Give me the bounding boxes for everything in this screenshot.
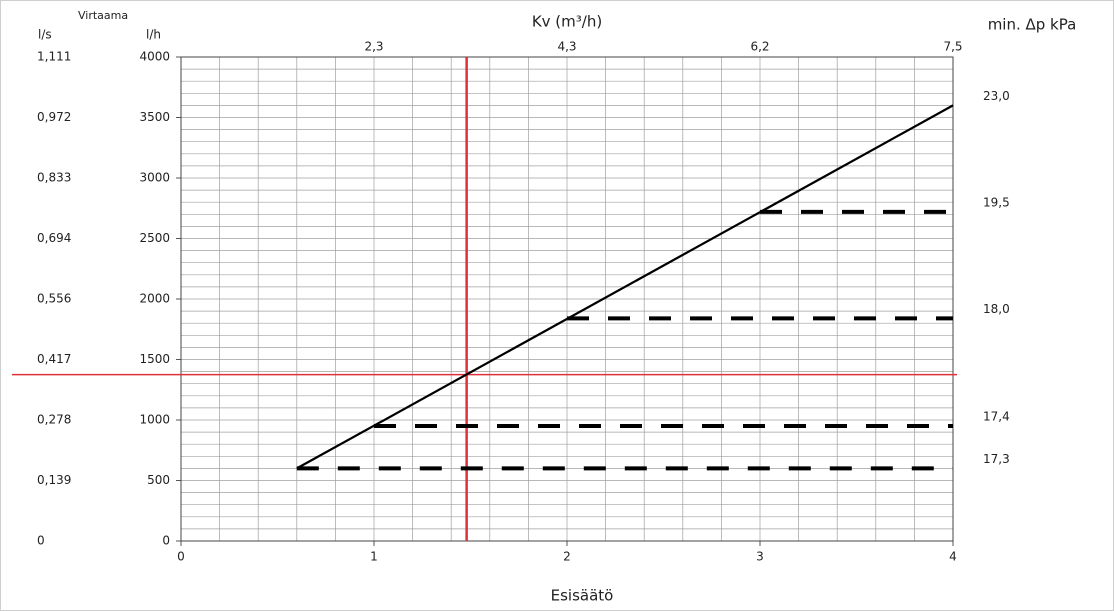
x-tick-label: 2 [563, 550, 571, 564]
y2-label: l/s [38, 28, 52, 42]
x-tick-label: 0 [177, 550, 185, 564]
y-tick-label: 1000 [139, 413, 170, 427]
y-label: l/h [146, 28, 161, 42]
y-tick-label: 4000 [139, 50, 170, 64]
x-tick-label: 4 [949, 550, 957, 564]
side-label: Virtaama [78, 9, 128, 22]
dp-label: 18,0 [983, 302, 1010, 316]
top-axis-label: Kv (m³/h) [532, 13, 602, 31]
y-tick-label: 3000 [139, 171, 170, 185]
y2-tick-label: 0 [37, 534, 45, 548]
y-tick-label: 1500 [139, 352, 170, 366]
flow-line [296, 104, 954, 470]
top-tick-label: 7,5 [943, 40, 962, 54]
top-tick-label: 4,3 [557, 40, 576, 54]
x-axis-label: Esisäätö [551, 587, 614, 605]
y-tick-label: 0 [162, 534, 170, 548]
y2-tick-label: 0,139 [37, 473, 71, 487]
top-tick-label: 2,3 [364, 40, 383, 54]
right-axis-label: min. Δp kPa [988, 16, 1077, 34]
y2-tick-label: 0,278 [37, 412, 71, 426]
y-tick-label: 2000 [139, 292, 170, 306]
y-tick-label: 500 [147, 473, 170, 487]
plot-border [180, 56, 954, 542]
dp-label: 17,3 [983, 452, 1010, 466]
y2-tick-label: 0,694 [37, 231, 71, 245]
dp-label: 23,0 [983, 89, 1010, 103]
top-tick-label: 6,2 [750, 40, 769, 54]
y2-tick-label: 0,556 [37, 291, 71, 305]
dp-label: 17,4 [983, 410, 1010, 424]
x-tick-label: 3 [756, 550, 764, 564]
y2-tick-label: 0,972 [37, 110, 71, 124]
y2-tick-label: 1,111 [37, 50, 71, 64]
y2-tick-label: 0,833 [37, 171, 71, 185]
x-tick-label: 1 [370, 550, 378, 564]
y-tick-label: 2500 [139, 231, 170, 245]
y2-tick-label: 0,417 [37, 352, 71, 366]
dp-label: 19,5 [983, 195, 1010, 209]
y-tick-label: 3500 [139, 110, 170, 124]
